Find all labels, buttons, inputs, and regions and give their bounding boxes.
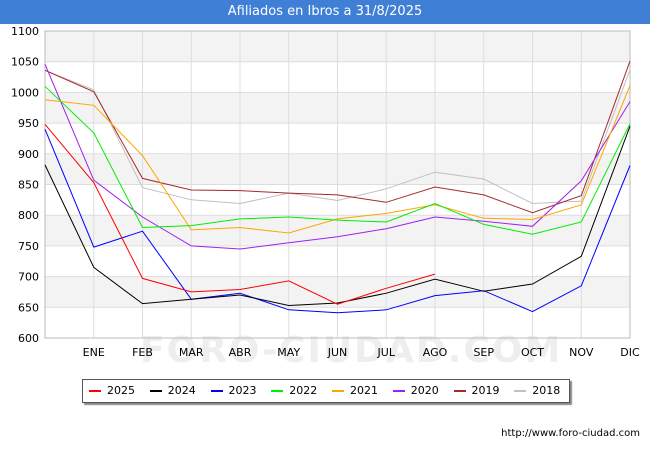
legend: 2025 2024 2023 2022 2021 2020 2019 2018 [82,379,570,403]
source-url[interactable]: http://www.foro-ciudad.com [501,428,640,439]
series-line-2019 [44,60,631,214]
x-tick-label: OCT [521,346,544,359]
y-tick-label: 700 [18,271,39,284]
y-tick-label: 1050 [11,56,39,69]
y-tick-label: 1100 [11,25,39,38]
legend-swatch [89,390,101,392]
x-tick-label: AGO [423,346,448,359]
chart-title: Afiliados en Ibros a 31/8/2025 [227,4,423,19]
legend-item-2025: 2025 [89,380,135,402]
legend-swatch [392,390,405,392]
legend-label: 2019 [471,384,500,397]
x-tick-label: ENE [83,346,105,359]
x-tick-label: ABR [229,346,252,359]
legend-item-2021: 2021 [332,380,378,402]
legend-swatch [514,390,527,392]
x-tick-label: SEP [473,346,494,359]
legend-swatch [332,390,344,392]
y-tick-label: 900 [18,148,39,161]
line-chart: 600 650 700 750 800 850 900 950 1000 1050 1100 ENE F… [11,25,640,359]
series-line-2023 [44,129,631,314]
x-tick-label: FEB [132,346,153,359]
legend-label: 2020 [410,384,439,397]
y-tick-label: 600 [18,332,39,345]
y-tick-label: 650 [18,301,39,314]
legend-label: 2025 [107,384,135,397]
legend-item-2023: 2023 [210,380,257,402]
y-tick-label: 950 [18,117,39,130]
legend-swatch [210,390,223,392]
x-tick-label: JUL [377,346,396,359]
y-tick-label: 800 [18,209,39,222]
legend-swatch [271,390,284,392]
legend-label: 2022 [289,384,318,397]
legend-label: 2021 [350,384,378,397]
series-line-2024 [44,126,631,307]
legend-label: 2018 [532,384,561,397]
title-bar [0,0,650,24]
plot-border [44,30,631,339]
legend-item-2022: 2022 [271,380,317,402]
legend-item-2019: 2019 [453,380,500,402]
x-tick-label: NOV [569,346,594,359]
x-tick-label: DIC [620,346,640,359]
legend-item-2024: 2024 [149,380,196,402]
x-tick-label: JUN [327,346,348,359]
legend-item-2020: 2020 [392,380,439,402]
series-line-2018 [44,69,631,205]
series-line-2021 [44,85,631,234]
series-line-2022 [44,85,631,235]
watermark: FORO-CIUDAD.COM [140,330,563,371]
y-tick-label: 850 [18,179,39,192]
legend-label: 2023 [228,384,257,397]
y-tick-label: 750 [18,240,39,253]
legend-swatch [453,390,466,392]
legend-item-2018: 2018 [514,380,560,402]
x-tick-label: MAR [179,346,204,359]
legend-swatch [149,390,162,392]
legend-label: 2024 [167,384,196,397]
series-line-2025 [44,123,436,305]
y-tick-label: 1000 [11,86,39,99]
series-line-2020 [44,64,631,250]
x-tick-label: MAY [277,346,300,359]
